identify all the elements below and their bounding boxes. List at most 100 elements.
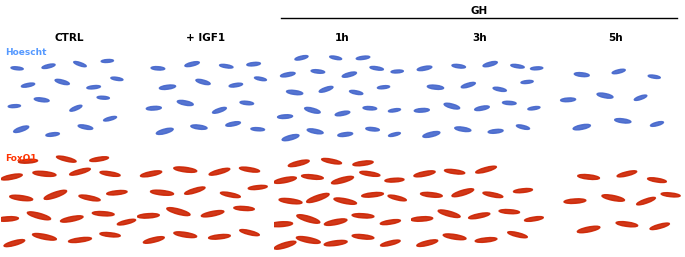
Ellipse shape — [274, 177, 297, 183]
Ellipse shape — [469, 213, 490, 219]
Ellipse shape — [4, 240, 25, 247]
Ellipse shape — [68, 237, 91, 243]
Ellipse shape — [352, 214, 374, 218]
Ellipse shape — [528, 106, 540, 110]
Ellipse shape — [240, 167, 260, 172]
Ellipse shape — [499, 209, 519, 214]
Ellipse shape — [511, 64, 524, 68]
Ellipse shape — [8, 105, 21, 108]
Ellipse shape — [452, 64, 466, 68]
Ellipse shape — [560, 98, 575, 102]
Ellipse shape — [286, 90, 303, 95]
Ellipse shape — [455, 127, 471, 132]
Ellipse shape — [363, 106, 377, 110]
Ellipse shape — [55, 79, 69, 85]
Ellipse shape — [305, 107, 320, 113]
Text: GH: GH — [471, 6, 488, 16]
Ellipse shape — [185, 62, 199, 67]
Ellipse shape — [661, 193, 680, 197]
Ellipse shape — [185, 187, 205, 194]
Ellipse shape — [443, 234, 466, 240]
Ellipse shape — [78, 125, 92, 130]
Ellipse shape — [111, 77, 123, 80]
Ellipse shape — [377, 86, 390, 89]
Ellipse shape — [475, 237, 497, 242]
Ellipse shape — [221, 192, 240, 198]
Ellipse shape — [107, 190, 127, 195]
Ellipse shape — [577, 226, 600, 233]
Ellipse shape — [338, 132, 353, 136]
Ellipse shape — [226, 122, 240, 126]
Ellipse shape — [0, 217, 18, 221]
Ellipse shape — [322, 158, 342, 164]
Ellipse shape — [255, 77, 266, 81]
Text: Hoescht: Hoescht — [5, 48, 47, 57]
Ellipse shape — [103, 116, 116, 121]
Ellipse shape — [612, 69, 625, 74]
Ellipse shape — [220, 64, 233, 68]
Ellipse shape — [117, 219, 136, 225]
Ellipse shape — [297, 215, 320, 223]
Ellipse shape — [196, 79, 210, 85]
Ellipse shape — [503, 101, 516, 105]
Ellipse shape — [160, 85, 175, 89]
Ellipse shape — [483, 61, 497, 67]
Ellipse shape — [311, 70, 325, 73]
Ellipse shape — [380, 219, 401, 225]
Ellipse shape — [100, 233, 121, 237]
Ellipse shape — [138, 214, 159, 218]
Text: 5h: 5h — [609, 33, 623, 43]
Ellipse shape — [70, 105, 82, 111]
Ellipse shape — [307, 129, 323, 134]
Ellipse shape — [325, 219, 347, 225]
Ellipse shape — [614, 118, 631, 123]
Ellipse shape — [353, 161, 373, 166]
Ellipse shape — [521, 80, 533, 84]
Ellipse shape — [143, 237, 164, 243]
Ellipse shape — [10, 195, 33, 201]
Ellipse shape — [574, 72, 589, 77]
Ellipse shape — [476, 166, 497, 173]
Ellipse shape — [488, 129, 503, 133]
Ellipse shape — [156, 128, 173, 134]
Ellipse shape — [438, 210, 460, 217]
Ellipse shape — [140, 171, 162, 177]
Ellipse shape — [391, 70, 403, 73]
Ellipse shape — [329, 56, 342, 60]
Ellipse shape — [60, 216, 83, 222]
Ellipse shape — [414, 108, 429, 112]
Ellipse shape — [274, 241, 296, 249]
Ellipse shape — [248, 185, 267, 190]
Ellipse shape — [423, 132, 440, 137]
Ellipse shape — [577, 175, 599, 179]
Ellipse shape — [282, 134, 299, 141]
Ellipse shape — [21, 83, 35, 87]
Text: CTRL: CTRL — [54, 33, 84, 43]
Ellipse shape — [295, 56, 308, 60]
Ellipse shape — [11, 67, 23, 70]
Ellipse shape — [421, 192, 443, 197]
Ellipse shape — [247, 62, 260, 66]
Ellipse shape — [475, 106, 489, 111]
Text: 3h: 3h — [472, 33, 486, 43]
Ellipse shape — [74, 61, 86, 67]
Ellipse shape — [57, 156, 76, 162]
Ellipse shape — [516, 125, 530, 129]
Ellipse shape — [101, 59, 114, 62]
Ellipse shape — [342, 72, 356, 77]
Ellipse shape — [177, 100, 193, 106]
Ellipse shape — [212, 107, 226, 113]
Ellipse shape — [411, 217, 433, 221]
Ellipse shape — [209, 168, 229, 175]
Ellipse shape — [42, 64, 55, 69]
Ellipse shape — [201, 210, 224, 217]
Ellipse shape — [234, 206, 254, 210]
Ellipse shape — [174, 232, 197, 238]
Ellipse shape — [27, 212, 51, 220]
Ellipse shape — [251, 127, 264, 131]
Ellipse shape — [334, 198, 356, 204]
Ellipse shape — [79, 195, 100, 201]
Ellipse shape — [44, 190, 66, 199]
Ellipse shape — [319, 86, 333, 92]
Ellipse shape — [417, 66, 432, 71]
